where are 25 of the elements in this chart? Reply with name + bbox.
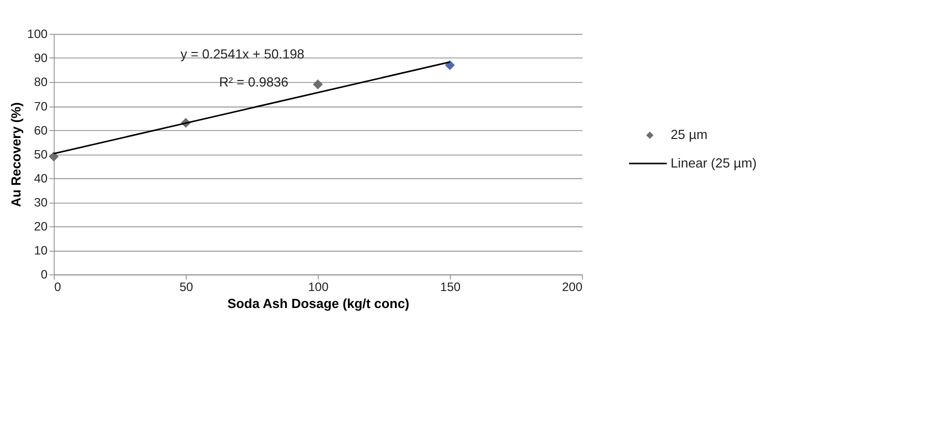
- point: [444, 60, 455, 70]
- y-tick-label: 70: [34, 99, 48, 114]
- x-tick-label: 50: [179, 280, 194, 294]
- y-axis-title: Au Recovery (%): [8, 102, 24, 208]
- annotation: y = 0.2541x + 50.198: [180, 46, 304, 62]
- x-tick-label: 150: [440, 280, 461, 294]
- annotation: R² = 0.9836: [219, 74, 288, 90]
- legend-label: Linear (25 µm): [670, 155, 757, 170]
- x-tick-label: 0: [54, 280, 62, 294]
- y-tick-label: 90: [34, 51, 48, 66]
- x-axis-title: Soda Ash Dosage (kg/t conc): [227, 296, 410, 311]
- y-tick-label: 40: [34, 171, 48, 186]
- x-tick-label: 100: [308, 280, 329, 294]
- point: [312, 79, 323, 90]
- point: [48, 152, 59, 162]
- y-tick-label: 50: [34, 147, 48, 162]
- y-tick-label: 10: [34, 244, 48, 258]
- y-tick-label: 20: [34, 220, 48, 234]
- y-tick-label: 80: [34, 75, 48, 90]
- y-tick-label: 0: [40, 268, 48, 282]
- x-tick-label: 200: [562, 280, 583, 294]
- legend-label: 25 µm: [670, 127, 708, 142]
- y-tick-label: 30: [34, 195, 48, 210]
- y-tick-label: 100: [27, 27, 48, 42]
- y-tick-label: 60: [34, 123, 48, 138]
